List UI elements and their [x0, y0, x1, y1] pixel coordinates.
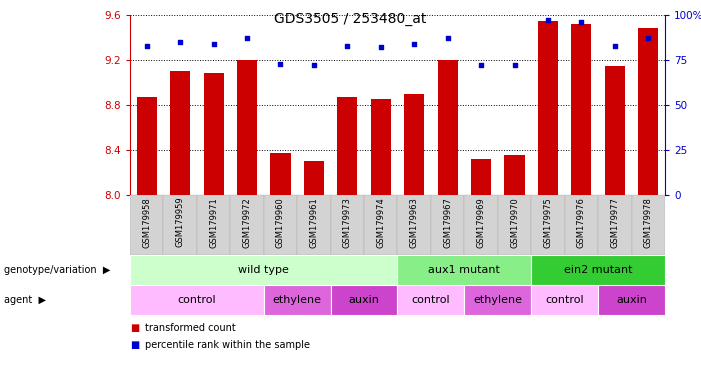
Bar	[638, 28, 658, 195]
Bar	[271, 153, 290, 195]
Bar	[203, 73, 224, 195]
Point	[609, 43, 620, 49]
Bar	[598, 285, 665, 315]
Bar	[531, 285, 598, 315]
Text: GSM179960: GSM179960	[276, 197, 285, 248]
Text: auxin: auxin	[348, 295, 379, 305]
Bar	[531, 195, 565, 255]
Text: auxin: auxin	[616, 295, 647, 305]
Text: GSM179975: GSM179975	[543, 197, 552, 248]
Bar	[505, 154, 524, 195]
Text: ethylene: ethylene	[473, 295, 522, 305]
Text: GSM179970: GSM179970	[510, 197, 519, 248]
Text: GSM179967: GSM179967	[443, 197, 452, 248]
Bar	[337, 97, 358, 195]
Point	[475, 62, 486, 68]
Point	[509, 62, 520, 68]
Text: GSM179961: GSM179961	[309, 197, 318, 248]
Text: GSM179976: GSM179976	[577, 197, 586, 248]
Bar	[364, 195, 397, 255]
Text: control: control	[177, 295, 216, 305]
Bar	[404, 94, 424, 195]
Bar	[297, 195, 331, 255]
Text: GSM179974: GSM179974	[376, 197, 386, 248]
Text: GSM179963: GSM179963	[409, 197, 418, 248]
Text: GSM179969: GSM179969	[477, 197, 486, 248]
Bar	[632, 195, 665, 255]
Bar	[137, 97, 157, 195]
Bar	[130, 195, 163, 255]
Bar	[304, 161, 324, 195]
Point	[375, 44, 386, 50]
Text: wild type: wild type	[238, 265, 290, 275]
Bar	[170, 71, 190, 195]
Bar	[397, 285, 464, 315]
Text: GSM179978: GSM179978	[644, 197, 653, 248]
Bar	[331, 285, 397, 315]
Text: percentile rank within the sample: percentile rank within the sample	[145, 340, 311, 350]
Point	[175, 39, 186, 45]
Point	[409, 41, 420, 47]
Text: GSM179973: GSM179973	[343, 197, 352, 248]
Bar	[163, 195, 197, 255]
Bar	[464, 285, 531, 315]
Point	[241, 35, 252, 41]
Text: GSM179972: GSM179972	[243, 197, 252, 248]
Bar	[571, 24, 592, 195]
Point	[308, 62, 320, 68]
Bar	[197, 195, 231, 255]
Text: aux1 mutant: aux1 mutant	[428, 265, 501, 275]
Bar	[471, 159, 491, 195]
Point	[275, 61, 286, 67]
Text: ■: ■	[130, 323, 139, 333]
Text: ein2 mutant: ein2 mutant	[564, 265, 632, 275]
Bar	[130, 285, 264, 315]
Text: control: control	[545, 295, 584, 305]
Text: GDS3505 / 253480_at: GDS3505 / 253480_at	[274, 12, 427, 25]
Bar	[598, 195, 632, 255]
Point	[442, 35, 454, 41]
Bar	[605, 66, 625, 195]
Text: agent  ▶: agent ▶	[4, 295, 46, 305]
Text: GSM179977: GSM179977	[611, 197, 620, 248]
Bar	[371, 99, 391, 195]
Bar	[464, 195, 498, 255]
Point	[141, 43, 152, 49]
Text: genotype/variation  ▶: genotype/variation ▶	[4, 265, 110, 275]
Point	[576, 19, 587, 25]
Point	[341, 43, 353, 49]
Bar	[237, 60, 257, 195]
Bar	[264, 285, 331, 315]
Text: ethylene: ethylene	[273, 295, 322, 305]
Text: GSM179958: GSM179958	[142, 197, 151, 248]
Text: GSM179971: GSM179971	[209, 197, 218, 248]
Bar	[231, 195, 264, 255]
Bar	[397, 195, 431, 255]
Point	[208, 41, 219, 47]
Bar	[431, 195, 464, 255]
Bar	[264, 195, 297, 255]
Bar	[397, 255, 531, 285]
Bar	[538, 21, 558, 195]
Bar	[531, 255, 665, 285]
Text: GSM179959: GSM179959	[176, 197, 184, 247]
Point	[643, 35, 654, 41]
Bar	[498, 195, 531, 255]
Bar	[130, 255, 397, 285]
Bar	[331, 195, 364, 255]
Text: transformed count: transformed count	[145, 323, 236, 333]
Bar	[437, 60, 458, 195]
Text: ■: ■	[130, 340, 139, 350]
Bar	[565, 195, 598, 255]
Text: control: control	[411, 295, 450, 305]
Point	[543, 17, 554, 23]
